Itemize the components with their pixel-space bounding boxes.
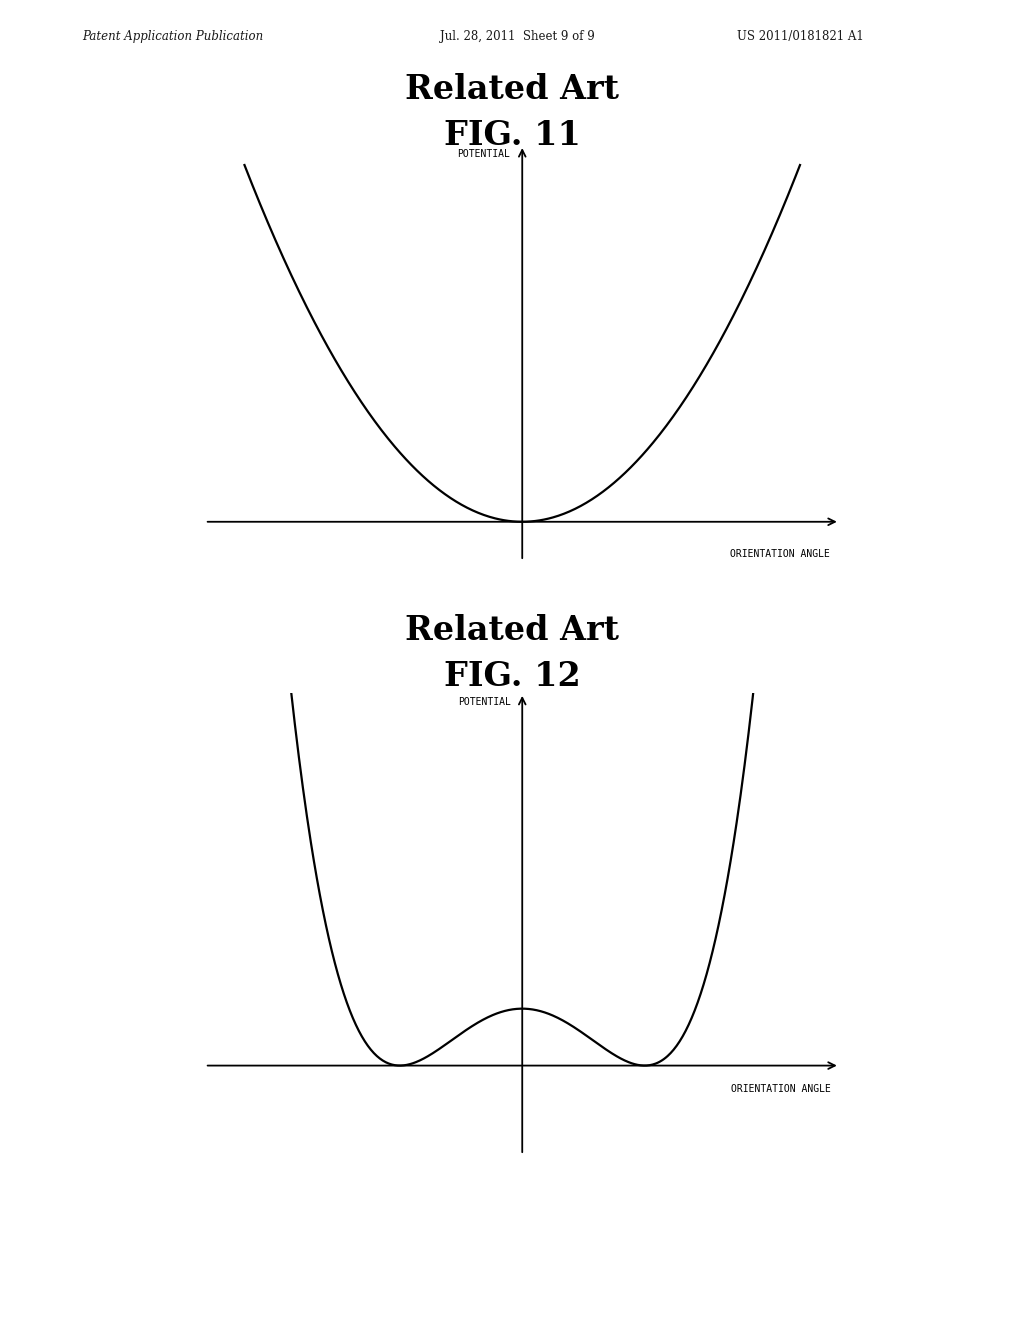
Text: FIG. 11: FIG. 11 xyxy=(443,119,581,152)
Text: Related Art: Related Art xyxy=(406,614,618,647)
Text: Patent Application Publication: Patent Application Publication xyxy=(82,30,263,44)
Text: Jul. 28, 2011  Sheet 9 of 9: Jul. 28, 2011 Sheet 9 of 9 xyxy=(440,30,595,44)
Text: ORIENTATION ANGLE: ORIENTATION ANGLE xyxy=(730,549,829,560)
Text: ORIENTATION ANGLE: ORIENTATION ANGLE xyxy=(731,1084,830,1094)
Text: POTENTIAL: POTENTIAL xyxy=(459,697,511,706)
Text: FIG. 12: FIG. 12 xyxy=(443,660,581,693)
Text: Related Art: Related Art xyxy=(406,73,618,106)
Text: US 2011/0181821 A1: US 2011/0181821 A1 xyxy=(737,30,864,44)
Text: POTENTIAL: POTENTIAL xyxy=(458,149,510,160)
